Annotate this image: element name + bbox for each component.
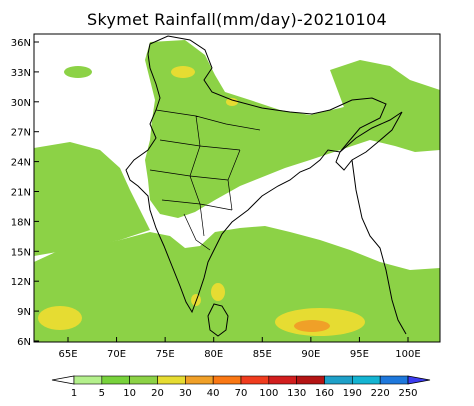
rainfall-shading (34, 40, 440, 342)
colorbar-segment (379, 375, 409, 385)
lat-label: 15N (11, 247, 31, 258)
colorbar-segment (212, 375, 242, 385)
colorbar-label: 40 (207, 388, 220, 399)
colorbar-label: 190 (343, 388, 362, 399)
colorbar-high-arrow (407, 375, 431, 385)
lat-label: 30N (11, 98, 31, 109)
colorbar-label: 30 (179, 388, 192, 399)
lat-label: 33N (11, 68, 31, 79)
colorbar-label: 130 (287, 388, 306, 399)
india-outline (125, 35, 387, 314)
colorbar-label: 10 (123, 388, 136, 399)
colorbar-segment (101, 375, 130, 385)
rain-field-north (145, 40, 410, 218)
lat-label: 9N (17, 307, 31, 318)
colorbar-segment (157, 375, 186, 385)
lat-label: 27N (11, 128, 31, 139)
colorbar-label: 100 (259, 388, 278, 399)
map-title: Skymet Rainfall(mm/day)-20210104 (87, 10, 387, 29)
colorbar-segment (324, 375, 353, 385)
lon-label: 95E (350, 349, 369, 360)
rain-yellow-kashmir (171, 66, 195, 78)
lon-label: 70E (107, 349, 126, 360)
srilanka-outline (207, 303, 229, 337)
colorbar-segment (73, 375, 103, 385)
myanmar-coast (351, 159, 407, 335)
lat-label: 12N (11, 277, 31, 288)
colorbar-label: 5 (99, 388, 105, 399)
lat-label: 6N (17, 337, 31, 348)
colorbar-label: 160 (315, 388, 334, 399)
lat-label: 36N (11, 38, 31, 49)
lon-label: 80E (204, 349, 223, 360)
colorbar-segment (185, 375, 214, 385)
colorbar-label: 20 (151, 388, 164, 399)
lon-label: 100E (395, 349, 420, 360)
colorbar: 1 5 10 20 30 40 70 100 130 160 190 220 250 (51, 375, 431, 399)
colorbar-segment (129, 375, 158, 385)
rain-patch-nw (64, 66, 92, 78)
rain-orange-south (294, 320, 330, 332)
longitude-axis: 65E 70E 75E 80E 85E 90E 95E 100E (58, 337, 421, 360)
lon-label: 85E (253, 349, 272, 360)
lon-label: 65E (58, 349, 77, 360)
rain-yellow-sw (38, 306, 82, 330)
colorbar-label: 250 (398, 388, 417, 399)
northeast-outline (335, 111, 403, 171)
rain-yellow-srilanka (211, 283, 225, 301)
colorbar-segment (296, 375, 325, 385)
lat-label: 21N (11, 188, 31, 199)
lat-label: 24N (11, 158, 31, 169)
colorbar-segment (352, 375, 381, 385)
colorbar-label: 220 (371, 388, 390, 399)
colorbar-low-arrow (51, 375, 75, 385)
lon-label: 90E (301, 349, 320, 360)
coastlines (125, 35, 407, 337)
colorbar-segment (240, 375, 270, 385)
colorbar-label: 1 (71, 388, 77, 399)
rain-yellow-upk (226, 98, 238, 106)
lon-label: 75E (156, 349, 175, 360)
rain-field-west (34, 142, 150, 256)
lat-label: 18N (11, 217, 31, 228)
latitude-axis: 36N 33N 30N 27N 24N 21N 18N 15N 12N 9N 6N (11, 38, 39, 348)
colorbar-segment (268, 375, 297, 385)
state-boundaries (149, 109, 261, 251)
colorbar-label: 70 (235, 388, 248, 399)
rain-patch-east (420, 96, 440, 112)
map-frame (33, 33, 441, 343)
